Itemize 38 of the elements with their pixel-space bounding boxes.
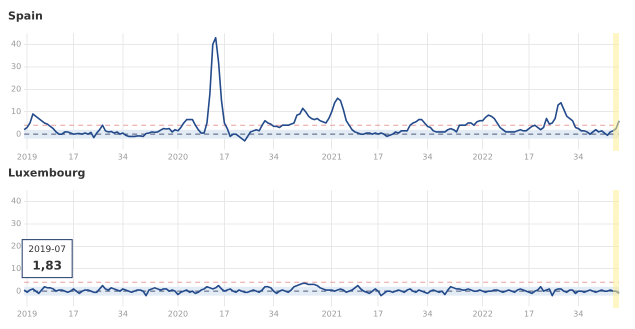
- x-tick-label: 17: [373, 309, 384, 318]
- x-tick-label: 17: [219, 309, 230, 318]
- annotation: 2019-07: [28, 244, 66, 255]
- x-tick-label: 34: [118, 309, 128, 318]
- x-tick-label: 2019: [16, 152, 38, 162]
- x-tick-label: 2022: [472, 152, 493, 162]
- x-tick-label: 17: [524, 152, 534, 162]
- x-tick-label: 34: [422, 152, 433, 162]
- y-tick-label: 0: [16, 286, 22, 296]
- y-tick-label: 40: [10, 196, 22, 206]
- x-tick-label: 2020: [168, 152, 188, 162]
- chart-title: Luxembourg: [8, 166, 86, 180]
- y-tick-label: 20: [10, 84, 22, 94]
- x-tick-label: 17: [524, 309, 534, 318]
- x-tick-label: 2020: [168, 309, 188, 318]
- x-tick-label: 34: [268, 309, 279, 318]
- y-tick-label: 10: [10, 264, 22, 273]
- x-tick-label: 2021: [322, 309, 342, 318]
- y-tick-label: 0: [16, 129, 22, 138]
- x-tick-label: 2022: [472, 309, 493, 318]
- y-tick-label: 20: [10, 241, 22, 250]
- x-tick-label: 34: [573, 309, 584, 318]
- y-tick-label: 30: [10, 62, 22, 71]
- x-tick-label: 17: [373, 152, 384, 162]
- x-tick-label: 17: [219, 152, 230, 162]
- x-tick-label: 34: [268, 152, 279, 162]
- annotation: 1,83: [32, 258, 62, 273]
- chart-title: Spain: [8, 9, 43, 22]
- x-tick-label: 34: [422, 309, 433, 318]
- x-tick-label: 17: [68, 309, 79, 318]
- x-tick-label: 2021: [322, 152, 342, 162]
- x-tick-label: 2019: [16, 309, 38, 318]
- x-tick-label: 34: [118, 152, 128, 162]
- y-tick-label: 30: [10, 218, 22, 228]
- y-tick-label: 10: [10, 106, 22, 116]
- x-tick-label: 34: [573, 152, 584, 162]
- x-tick-label: 17: [68, 152, 79, 162]
- y-tick-label: 40: [10, 40, 22, 48]
